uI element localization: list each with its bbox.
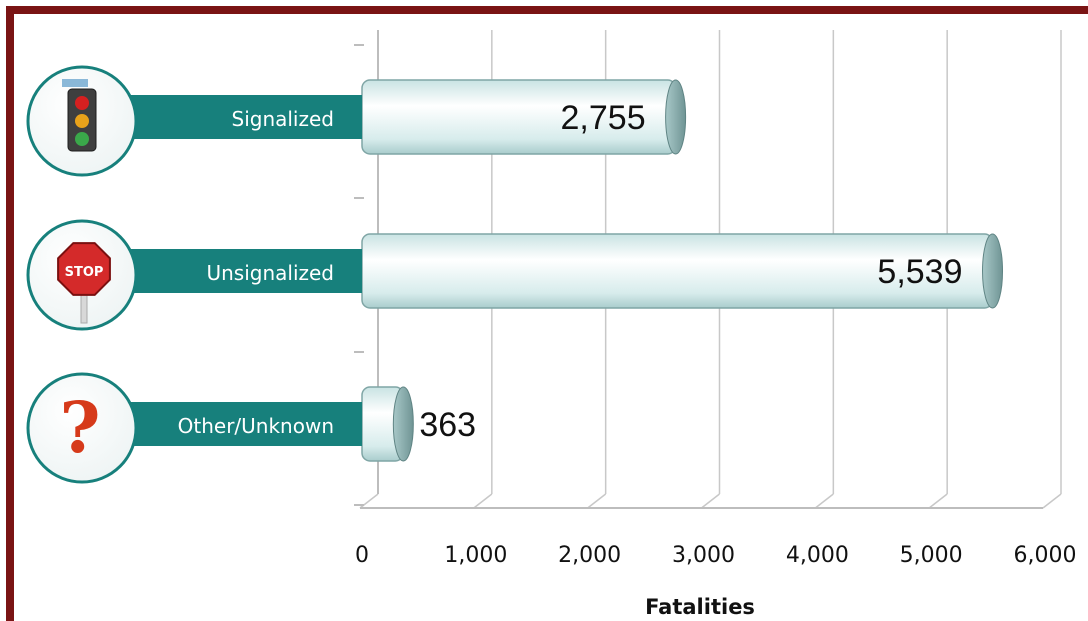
gridline-floor [928,493,948,509]
category-band [130,402,362,446]
question-glyph: ? [59,386,100,469]
category-label: Signalized [232,107,335,131]
traffic-light-top [62,79,88,87]
x-tick-label: 1,000 [444,543,507,568]
labels-layer: 0 1,000 2,000 3,000 4,000 5,000 6,000 Signalize… [26,65,1077,568]
bar-end-cap [392,386,414,462]
bars-layer [361,79,1004,462]
x-tick-label: 0 [355,543,369,568]
bar-end-cap [982,233,1004,309]
bar-value-label: 363 [419,406,476,444]
green-light [75,132,89,146]
gridline-floor [473,493,493,509]
bar-value-label: 5,539 [877,253,962,291]
x-tick-label: 2,000 [558,543,621,568]
category-band [130,249,362,293]
x-tick-label: 5,000 [900,543,963,568]
sign-post [80,292,88,324]
x-tick-label: 6,000 [1014,543,1077,568]
icon-circle [26,372,138,484]
gridline-floor [587,493,607,509]
gridline-floor [1042,493,1062,509]
x-axis-title: Fatalities [645,595,755,619]
category-label: Unsignalized [206,261,334,285]
x-tick-label: 3,000 [672,543,735,568]
traffic-light-icon [62,79,97,152]
category-label: Other/Unknown [178,414,334,438]
question-mark-icon: ? [59,386,100,469]
stop-text: STOP [65,265,104,280]
bar-end-cap [665,79,687,155]
gridline-floor [701,493,720,509]
bar-value-label: 2,755 [561,99,646,137]
red-light [75,96,89,110]
x-tick-label: 4,000 [786,543,849,568]
octagon [57,242,111,296]
amber-light [75,114,89,128]
category-band [130,95,362,139]
stop-sign-icon: STOP [57,242,111,324]
gridline-floor [814,493,834,509]
